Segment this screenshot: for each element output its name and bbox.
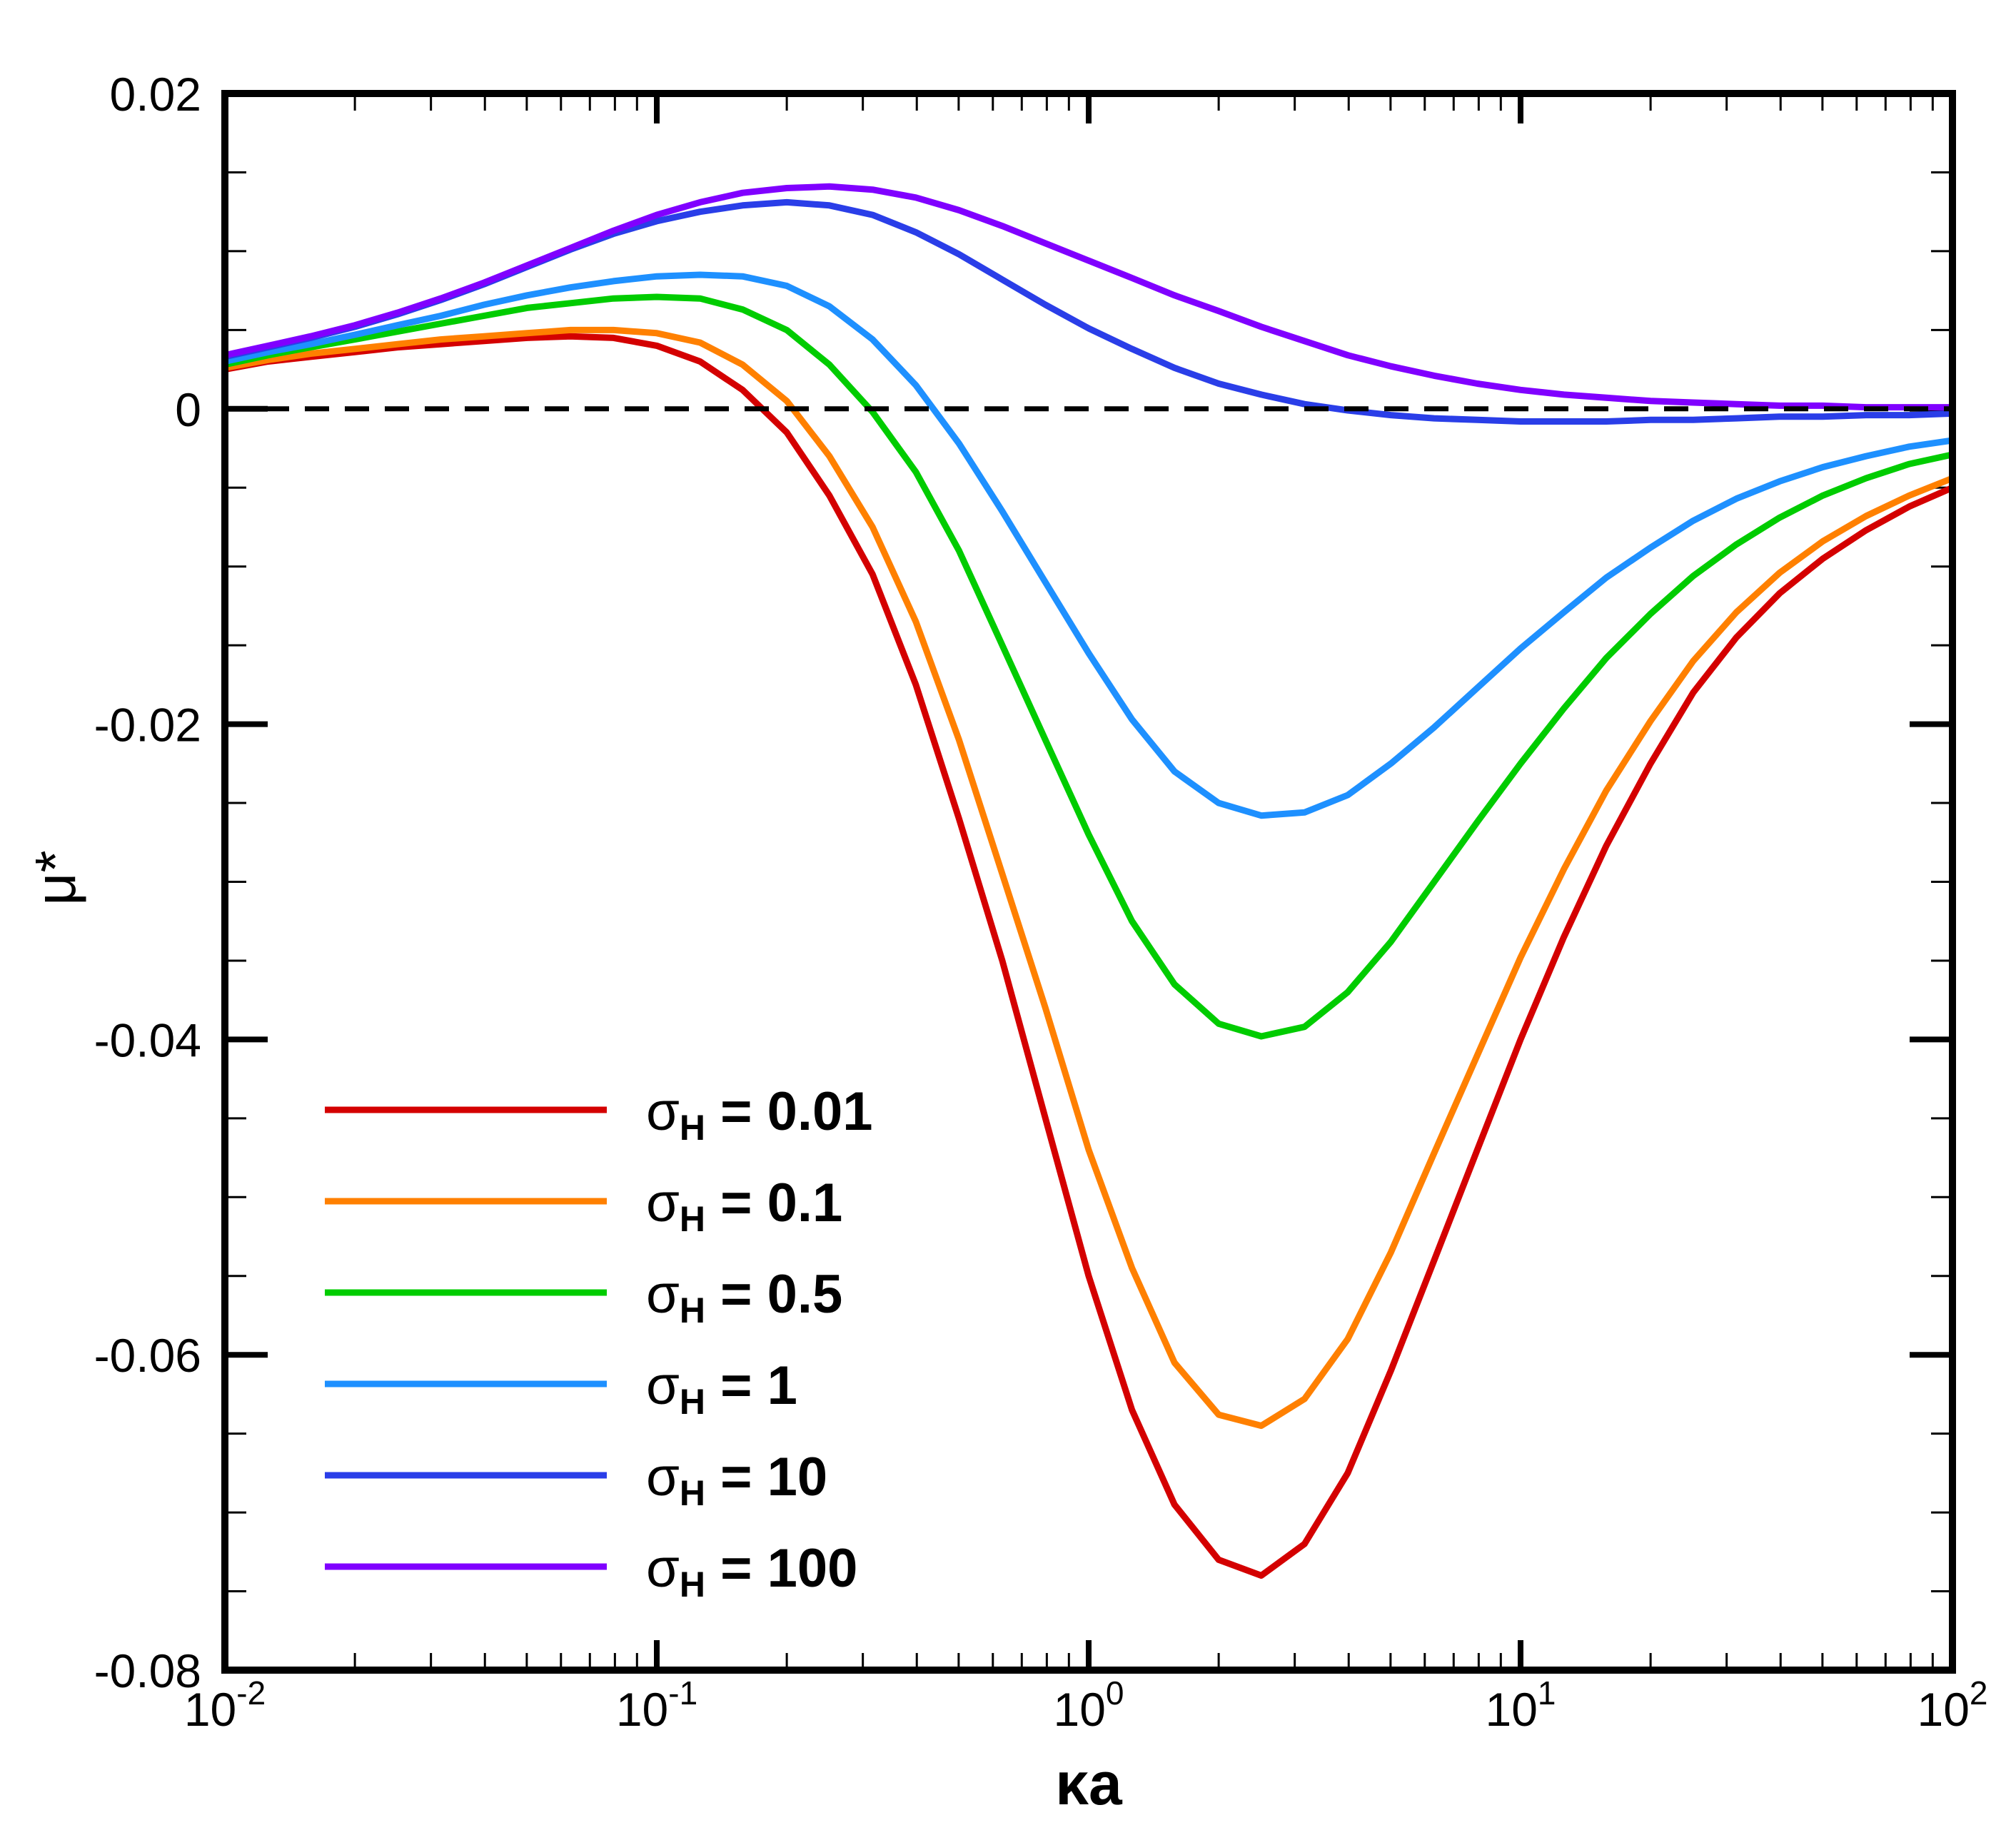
x-tick-label: 101 xyxy=(1485,1674,1556,1736)
series-lines xyxy=(224,183,1954,1579)
y-tick-labels: 0.02 0 -0.02 -0.04 -0.06 -0.08 xyxy=(94,68,201,1697)
x-tick-labels: 10-2 10-1 100 101 102 xyxy=(184,1674,1988,1736)
legend-item: σH = 0.1 xyxy=(325,1173,842,1239)
legend-label: σH = 0.1 xyxy=(646,1173,842,1239)
x-tick-label: 10-2 xyxy=(184,1674,266,1736)
series-line-6 xyxy=(224,183,1952,411)
legend-item: σH = 0.01 xyxy=(325,1081,873,1148)
y-axis-title: μ* xyxy=(24,850,87,905)
legend-label: σH = 100 xyxy=(646,1538,857,1604)
legend-label: σH = 1 xyxy=(646,1355,797,1422)
x-tick-label: 102 xyxy=(1917,1674,1987,1736)
y-axis-label: μ* xyxy=(24,850,87,905)
y-tick-label: -0.04 xyxy=(94,1013,201,1066)
y-tick-label: -0.06 xyxy=(94,1329,201,1382)
legend-item: σH = 1 xyxy=(325,1355,797,1422)
plot-frame xyxy=(221,90,1956,1674)
legend: σH = 0.01 σH = 0.1 σH = 0.5 σH = 1 σH = 10 σH… xyxy=(325,1081,873,1604)
legend-item: σH = 100 xyxy=(325,1538,857,1604)
y-tick-label: 0 xyxy=(175,383,201,436)
x-axis-label: κa xyxy=(1055,1750,1123,1817)
series-line-4 xyxy=(224,271,1953,819)
y-tick-label: 0.02 xyxy=(110,68,201,121)
y-tick-label: -0.02 xyxy=(94,699,201,752)
series-line-5 xyxy=(224,198,1953,425)
legend-label: σH = 0.5 xyxy=(646,1264,842,1330)
y-tick-label: -0.08 xyxy=(94,1644,201,1697)
legend-item: σH = 10 xyxy=(325,1447,827,1513)
x-tick-label: 10-1 xyxy=(616,1674,697,1736)
x-tick-label: 100 xyxy=(1053,1674,1124,1736)
series-line-3 xyxy=(224,293,1953,1040)
x-axis-title: κa xyxy=(1055,1750,1123,1817)
legend-label: σH = 10 xyxy=(646,1447,827,1513)
series-line-1 xyxy=(224,333,1954,1579)
legend-item: σH = 0.5 xyxy=(325,1264,842,1330)
series-line-2 xyxy=(224,326,1954,1430)
legend-label: σH = 0.01 xyxy=(646,1081,873,1148)
